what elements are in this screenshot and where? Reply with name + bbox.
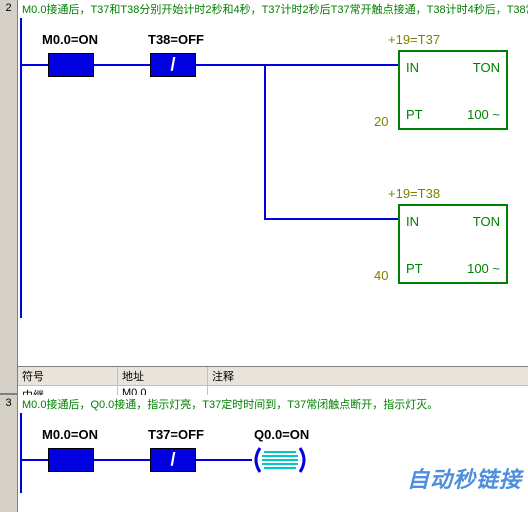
timer1-in: IN xyxy=(406,60,419,75)
spacer xyxy=(18,318,528,366)
left-rail xyxy=(20,18,22,318)
branch-wire xyxy=(264,64,266,220)
timer2-pt: PT xyxy=(406,261,423,276)
timer2-base: 100 ~ xyxy=(467,261,500,276)
rung-comment: M0.0接通后，T37和T38分别开始计时2秒和4秒，T37计时2秒后T37常开… xyxy=(18,0,528,18)
coil-q00[interactable] xyxy=(252,446,308,472)
timer2-in: IN xyxy=(406,214,419,229)
timer1-ton: TON xyxy=(473,60,500,75)
rung-comment: M0.0接通后，Q0.0接通，指示灯亮，T37定时时间到，T37常闭触点断开，指… xyxy=(18,395,528,413)
rung-body: M0.0接通后，Q0.0接通，指示灯亮，T37定时时间到，T37常闭触点断开，指… xyxy=(18,395,528,512)
timer-t38[interactable]: IN TON PT 100 ~ xyxy=(398,204,508,284)
timer1-header: +19=T37 xyxy=(388,32,440,47)
contact-m00[interactable] xyxy=(48,53,94,77)
contact2-label: T38=OFF xyxy=(148,32,204,47)
wire xyxy=(196,459,252,461)
contact1-label: M0.0=ON xyxy=(42,427,98,442)
nc-slash: / xyxy=(170,450,175,471)
table-header: 符号 地址 注释 xyxy=(18,367,528,386)
timer2-ton: TON xyxy=(473,214,500,229)
contact-t38[interactable]: / xyxy=(150,53,196,77)
rung-3: 3 M0.0接通后，Q0.0接通，指示灯亮，T37定时时间到，T37常闭触点断开… xyxy=(0,395,528,512)
col-address: 地址 xyxy=(118,367,208,385)
col-comment: 注释 xyxy=(208,367,528,385)
wire xyxy=(94,459,150,461)
rung-2: 2 M0.0接通后，T37和T38分别开始计时2秒和4秒，T37计时2秒后T37… xyxy=(0,0,528,395)
contact2-label: T37=OFF xyxy=(148,427,204,442)
wire xyxy=(264,64,398,66)
timer2-header: +19=T38 xyxy=(388,186,440,201)
wire xyxy=(20,64,48,66)
wire xyxy=(20,459,48,461)
ladder-area: M0.0=ON T37=OFF / Q0.0=ON xyxy=(18,413,528,493)
timer1-pt: PT xyxy=(406,107,423,122)
col-symbol: 符号 xyxy=(18,367,118,385)
timer2-ptval: 40 xyxy=(374,268,388,283)
timer1-base: 100 ~ xyxy=(467,107,500,122)
contact1-label: M0.0=ON xyxy=(42,32,98,47)
ladder-area: M0.0=ON T38=OFF / +19=T37 IN TON PT 100 … xyxy=(18,18,528,318)
rung-body: M0.0接通后，T37和T38分别开始计时2秒和4秒，T37计时2秒后T37常开… xyxy=(18,0,528,393)
nc-slash: / xyxy=(170,55,175,76)
contact-t37[interactable]: / xyxy=(150,448,196,472)
wire xyxy=(94,64,150,66)
timer1-ptval: 20 xyxy=(374,114,388,129)
contact-m00[interactable] xyxy=(48,448,94,472)
left-rail xyxy=(20,413,22,493)
rung-number: 3 xyxy=(0,395,18,512)
wire xyxy=(264,218,398,220)
timer-t37[interactable]: IN TON PT 100 ~ xyxy=(398,50,508,130)
rung-number: 2 xyxy=(0,0,18,393)
coil-label: Q0.0=ON xyxy=(254,427,309,442)
wire xyxy=(196,64,266,66)
